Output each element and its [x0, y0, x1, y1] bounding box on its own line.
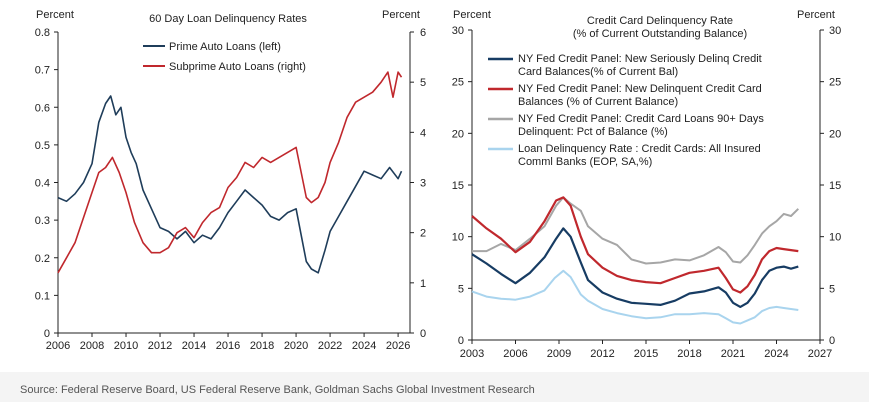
right-chart-legend-label-3: Loan Delinquency Rate : Credit Cards: Al…: [518, 143, 761, 168]
right-chart-x-tick-label: 2027: [808, 348, 832, 360]
right-chart-series-line-1: [471, 196, 799, 294]
left-chart-left-tick-label: 0.7: [35, 65, 50, 77]
right-chart-right-tick-label: 25: [829, 77, 841, 89]
left-chart-series-line-0: [57, 95, 403, 274]
left-chart-right-tick-label: 4: [420, 127, 426, 139]
left-chart-legend-label-1: Subprime Auto Loans (right): [169, 61, 306, 73]
left-chart-x-tick-label: 2014: [182, 340, 206, 352]
left-chart-left-tick-label: 0.4: [35, 178, 50, 190]
right-chart-right-tick-label: 15: [829, 180, 841, 192]
right-chart-right-axis-label: Percent: [797, 9, 835, 21]
right-chart-left-tick-label: 25: [452, 77, 464, 89]
right-chart-legend-label-1: NY Fed Credit Panel: New Delinquent Cred…: [518, 83, 762, 108]
right-chart-left-tick-label: 10: [452, 232, 464, 244]
left-chart-legend-label-0: Prime Auto Loans (left): [169, 41, 281, 53]
right-chart-x-tick-label: 2012: [590, 348, 614, 360]
right-chart-x-tick-label: 2009: [547, 348, 571, 360]
left-chart-right-tick-label: 3: [420, 178, 426, 190]
left-chart-x-tick-label: 2016: [216, 340, 240, 352]
right-chart-right-tick-label: 0: [829, 335, 835, 347]
left-chart-left-tick-label: 0: [44, 328, 50, 340]
left-chart-left-tick-label: 0.6: [35, 102, 50, 114]
left-chart-x-tick-label: 2026: [386, 340, 410, 352]
right-chart-subtitle: (% of Current Outstanding Balance): [573, 28, 747, 40]
left-chart-x-tick-label: 2008: [80, 340, 104, 352]
left-chart-series-line-1: [57, 71, 403, 274]
right-chart-left-tick-label: 0: [458, 335, 464, 347]
left-chart-x-tick-label: 2012: [148, 340, 172, 352]
right-chart-left-tick-label: 5: [458, 283, 464, 295]
left-chart-left-tick-label: 0.5: [35, 140, 50, 152]
right-chart-left-axis-label: Percent: [453, 9, 491, 21]
left-chart-x-tick-label: 2024: [352, 340, 376, 352]
right-chart-right-tick-label: 20: [829, 128, 841, 140]
left-chart-left-tick-label: 0.2: [35, 253, 50, 265]
left-chart-right-tick-label: 2: [420, 228, 426, 240]
right-chart-x-tick-label: 2021: [721, 348, 745, 360]
source-footer: Source: Federal Reserve Board, US Federa…: [0, 372, 869, 402]
right-chart-right-tick-label: 10: [829, 232, 841, 244]
right-chart-series-line-2: [472, 196, 800, 265]
left-chart-left-tick-label: 0.8: [35, 27, 50, 39]
right-chart-x-tick-label: 2003: [460, 348, 484, 360]
left-chart-x-tick-label: 2006: [46, 340, 70, 352]
right-chart-left-tick-label: 20: [452, 128, 464, 140]
right-chart-left-tick-label: 15: [452, 180, 464, 192]
right-chart-series-line-3: [471, 269, 799, 325]
right-chart-x-tick-label: 2015: [634, 348, 658, 360]
left-chart-right-axis-label: Percent: [382, 9, 420, 21]
left-chart-title: 60 Day Loan Delinquency Rates: [149, 13, 307, 25]
left-chart-right-tick-label: 6: [420, 27, 426, 39]
right-chart-legend-label-2: NY Fed Credit Panel: Credit Card Loans 9…: [518, 113, 764, 138]
left-chart-x-tick-label: 2010: [114, 340, 138, 352]
charts-svg: Percent Percent 60 Day Loan Delinquency …: [35, 9, 842, 360]
left-chart-right-tick-label: 5: [420, 77, 426, 89]
left-chart-left-tick-label: 0.3: [35, 215, 50, 227]
left-chart-left-axis-label: Percent: [36, 9, 74, 21]
left-chart-x-tick-label: 2018: [250, 340, 274, 352]
right-chart-series-line-0: [471, 227, 799, 308]
chart-marks: 0 0.1 0.2 0.3 0.4 0.5 0.6 0.7 0.8 0 1 2 3 4 5 6 2006 2008…: [35, 25, 842, 360]
left-chart-right-tick-label: 1: [420, 278, 426, 290]
right-chart-right-tick-label: 5: [829, 283, 835, 295]
right-chart-title: Credit Card Delinquency Rate: [587, 15, 733, 27]
right-chart-x-tick-label: 2024: [764, 348, 788, 360]
left-chart-x-tick-label: 2022: [318, 340, 342, 352]
right-chart-legend-label-0: NY Fed Credit Panel: New Seriously Delin…: [518, 53, 762, 78]
right-chart-x-tick-label: 2006: [503, 348, 527, 360]
right-chart-right-tick-label: 30: [829, 25, 841, 37]
figure-area: Percent Percent 60 Day Loan Delinquency …: [34, 9, 842, 360]
right-chart-x-tick-label: 2018: [677, 348, 701, 360]
right-chart-left-tick-label: 30: [452, 25, 464, 37]
left-chart-x-tick-label: 2020: [284, 340, 308, 352]
left-chart-right-tick-label: 0: [420, 328, 426, 340]
left-chart-left-tick-label: 0.1: [35, 290, 50, 302]
source-note: Source: Federal Reserve Board, US Federa…: [20, 384, 535, 396]
